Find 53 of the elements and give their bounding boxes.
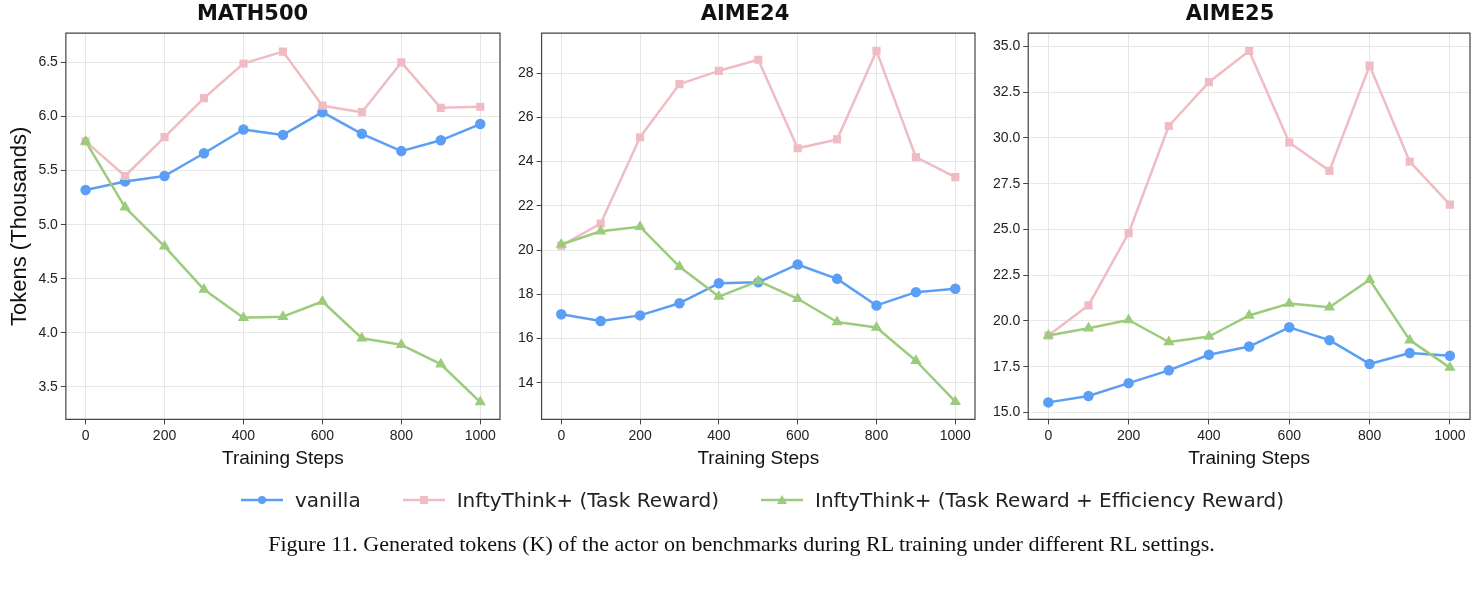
x-tick-label: 800: [389, 426, 414, 443]
x-tick-label: 200: [1116, 426, 1141, 443]
x-tick-label: 800: [1357, 426, 1382, 443]
y-tick-label: 25.0: [993, 220, 1021, 237]
legend-label: InftyThink+ (Task Reward): [456, 488, 720, 512]
y-tick-label: 15.0: [993, 403, 1021, 420]
x-tick-label: 400: [1197, 426, 1221, 443]
y-tick-label: 20: [517, 240, 534, 257]
x-axis-title: Training Steps: [697, 446, 820, 468]
y-tick-label: 32.5: [993, 83, 1021, 99]
y-tick-label: 5.0: [38, 215, 59, 232]
x-tick-label: 1000: [1434, 426, 1466, 443]
y-tick-label: 5.5: [38, 161, 59, 178]
x-tick-label: 0: [1044, 426, 1053, 443]
y-tick-label: 6.5: [38, 53, 59, 70]
x-tick-label: 0: [81, 426, 90, 443]
x-tick-label: 600: [310, 426, 335, 443]
y-tick-label: 14: [517, 373, 534, 390]
y-tick-label: 26: [517, 108, 534, 125]
y-tick-label: 22.5: [993, 266, 1021, 283]
legend-label: vanilla: [294, 488, 361, 512]
y-tick-label: 24: [517, 152, 534, 169]
x-tick-label: 0: [557, 426, 566, 443]
x-tick-label: 200: [628, 426, 652, 443]
y-axis-title: Tokens (Thousands): [6, 126, 32, 326]
x-axis-title: Training Steps: [1188, 446, 1311, 468]
x-tick-label: 1000: [939, 426, 972, 443]
x-tick-label: 600: [786, 426, 810, 443]
chart-title: AIME25: [1185, 1, 1275, 26]
caption: Figure 11. Generated tokens (K) of the actor on benchmarks during RL training under different RL settings.: [267, 531, 1216, 557]
y-tick-label: 27.5: [993, 174, 1021, 191]
y-tick-label: 28: [517, 63, 534, 80]
x-tick-label: 800: [864, 426, 889, 443]
legend-label: InftyThink+ (Task Reward + Efficiency Reward): [815, 488, 1285, 512]
y-tick-label: 16: [517, 329, 534, 346]
y-tick-label: 20.0: [993, 311, 1021, 328]
x-axis-title: Training Steps: [222, 446, 344, 468]
x-tick-label: 1000: [464, 426, 497, 443]
chart-title: AIME24: [700, 1, 790, 26]
y-tick-label: 4.5: [38, 269, 59, 286]
x-tick-label: 200: [152, 426, 177, 443]
x-tick-label: 400: [231, 426, 256, 443]
y-tick-label: 4.0: [38, 323, 59, 340]
y-tick-label: 17.5: [993, 357, 1021, 374]
x-tick-label: 400: [707, 426, 731, 443]
y-tick-label: 35.0: [993, 37, 1021, 54]
y-tick-label: 22: [517, 196, 534, 213]
y-tick-label: 18: [517, 285, 534, 302]
x-tick-label: 600: [1277, 426, 1302, 443]
chart-title: MATH500: [196, 1, 309, 26]
y-tick-label: 3.5: [38, 377, 59, 394]
y-tick-label: 6.0: [38, 107, 59, 124]
y-tick-label: 30.0: [993, 128, 1021, 145]
